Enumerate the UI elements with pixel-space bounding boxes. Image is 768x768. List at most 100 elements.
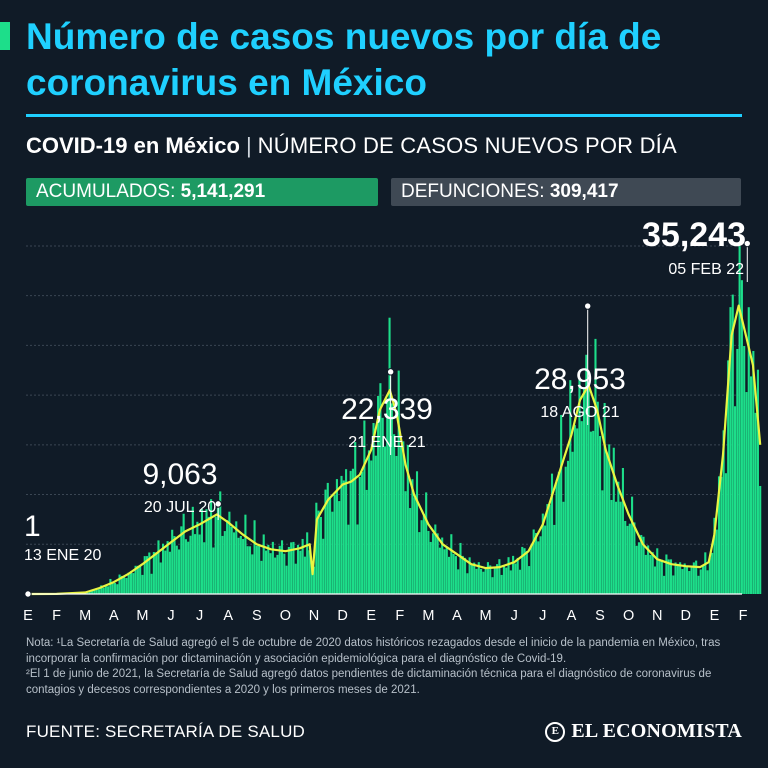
daily-bar <box>486 562 489 594</box>
daily-bar <box>420 520 423 594</box>
daily-bar <box>129 571 133 594</box>
daily-bar <box>738 246 741 594</box>
daily-bar <box>287 546 290 594</box>
daily-bar <box>429 541 432 594</box>
daily-bar <box>102 587 105 594</box>
daily-bar <box>631 496 634 594</box>
daily-bar <box>759 485 762 594</box>
daily-bar <box>173 536 176 594</box>
daily-bar <box>736 348 739 594</box>
title-accent-bar <box>0 22 10 50</box>
daily-bar <box>278 545 281 594</box>
month-tick-label: F <box>52 608 61 624</box>
daily-bar <box>637 542 640 594</box>
daily-bar <box>434 524 437 594</box>
annotation-value: 22,339 <box>341 393 433 426</box>
month-tick-label: N <box>309 608 319 624</box>
subtitle-separator: | <box>245 133 252 158</box>
daily-bar <box>683 563 686 594</box>
daily-bar <box>679 562 682 594</box>
daily-bar <box>603 402 606 594</box>
daily-bar <box>566 460 570 594</box>
daily-bar <box>665 554 668 594</box>
daily-bar <box>409 508 412 594</box>
daily-bar <box>729 307 732 594</box>
daily-bar <box>198 534 201 594</box>
daily-bar <box>171 529 174 594</box>
daily-bar <box>148 552 151 594</box>
daily-bar <box>468 557 471 594</box>
daily-bar <box>477 562 480 594</box>
daily-bar <box>258 545 261 594</box>
daily-bar <box>608 444 611 594</box>
daily-bar <box>395 455 398 594</box>
daily-bar <box>223 531 226 594</box>
daily-bar <box>187 541 190 594</box>
trend-line <box>27 304 762 596</box>
daily-bar <box>612 447 615 594</box>
daily-bar <box>139 565 142 594</box>
daily-bar <box>100 585 103 594</box>
daily-bar <box>393 434 396 594</box>
daily-bar <box>361 471 364 594</box>
daily-bar <box>459 542 462 594</box>
daily-bar <box>624 520 627 594</box>
daily-bar <box>512 555 515 594</box>
daily-bar <box>145 556 149 594</box>
daily-bar <box>594 338 597 594</box>
month-tick-label: M <box>79 608 91 624</box>
month-tick-label: D <box>681 608 691 624</box>
daily-bar <box>379 383 382 594</box>
daily-bar <box>349 470 352 594</box>
daily-bar <box>681 569 684 594</box>
daily-bar <box>207 516 210 594</box>
daily-bar <box>97 589 101 594</box>
daily-bar <box>715 529 718 594</box>
daily-bar <box>299 550 302 594</box>
daily-bar <box>647 545 650 594</box>
month-tick-label: O <box>280 608 291 624</box>
daily-bar <box>301 538 304 594</box>
daily-bar <box>285 565 288 594</box>
daily-bar <box>619 501 622 594</box>
subtitle-desc: NÚMERO DE CASOS NUEVOS POR DÍA <box>257 133 677 158</box>
daily-bar <box>713 517 716 594</box>
daily-bar <box>701 564 705 594</box>
daily-bar <box>166 541 169 594</box>
daily-bar <box>445 547 448 594</box>
daily-bar <box>356 524 359 594</box>
daily-bar <box>649 555 652 594</box>
daily-bar <box>134 565 137 594</box>
month-tick-label: S <box>252 608 262 624</box>
daily-bar <box>107 586 110 594</box>
daily-bar <box>280 540 284 594</box>
daily-bar <box>480 568 483 594</box>
daily-bar <box>189 535 192 594</box>
daily-bar <box>496 564 499 594</box>
daily-bar <box>546 504 549 594</box>
daily-bar <box>470 564 473 594</box>
bars-group <box>29 246 762 594</box>
daily-bar <box>621 467 624 594</box>
daily-bar <box>667 559 670 594</box>
daily-bar <box>340 475 343 594</box>
daily-bar <box>656 548 659 594</box>
daily-bar <box>610 499 613 594</box>
daily-bar <box>372 422 375 594</box>
daily-bar <box>599 436 602 594</box>
daily-bar <box>212 547 215 594</box>
daily-bar <box>553 524 556 594</box>
annotation-value: 28,953 <box>534 363 626 396</box>
daily-bar <box>141 574 144 594</box>
daily-bar <box>152 552 155 594</box>
daily-bar <box>450 534 453 594</box>
daily-bar <box>489 565 492 594</box>
daily-bar <box>532 529 535 594</box>
daily-bar <box>557 471 560 594</box>
daily-bar <box>578 379 581 594</box>
daily-bar <box>688 571 691 594</box>
page-title: Número de casos nuevos por día de corona… <box>26 16 662 103</box>
daily-bar <box>521 546 524 594</box>
month-tick-label: O <box>623 608 634 624</box>
daily-bar <box>159 562 162 594</box>
